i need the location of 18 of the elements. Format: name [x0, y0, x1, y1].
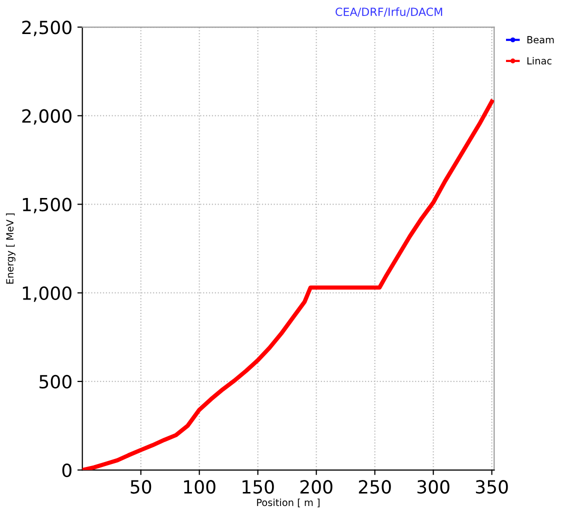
y-tick-label: 1,500: [22, 198, 72, 214]
x-tick-label: 300: [417, 480, 450, 494]
y-tick-label: 0: [62, 463, 72, 478]
x-tick-label: 150: [242, 480, 274, 494]
y-axis-title: Energy [ MeV ]: [6, 213, 16, 284]
x-tick-label: 350: [476, 480, 508, 494]
y-tick-label: 1,000: [22, 286, 72, 302]
x-tick-label: 100: [184, 480, 216, 494]
legend-label: Linac: [527, 56, 552, 64]
y-tick-label: 500: [40, 374, 72, 389]
x-tick-label: 200: [300, 480, 332, 494]
legend-label: Beam: [527, 36, 554, 44]
x-tick-label: 50: [130, 480, 152, 494]
y-tick-label: 2,500: [22, 20, 72, 36]
x-tick-label: 250: [358, 480, 391, 494]
x-axis-title: Position [ m ]: [257, 498, 320, 508]
y-tick-label: 2,000: [22, 109, 72, 125]
chart-title: CEA/DRF/Irfu/DACM: [336, 7, 442, 17]
